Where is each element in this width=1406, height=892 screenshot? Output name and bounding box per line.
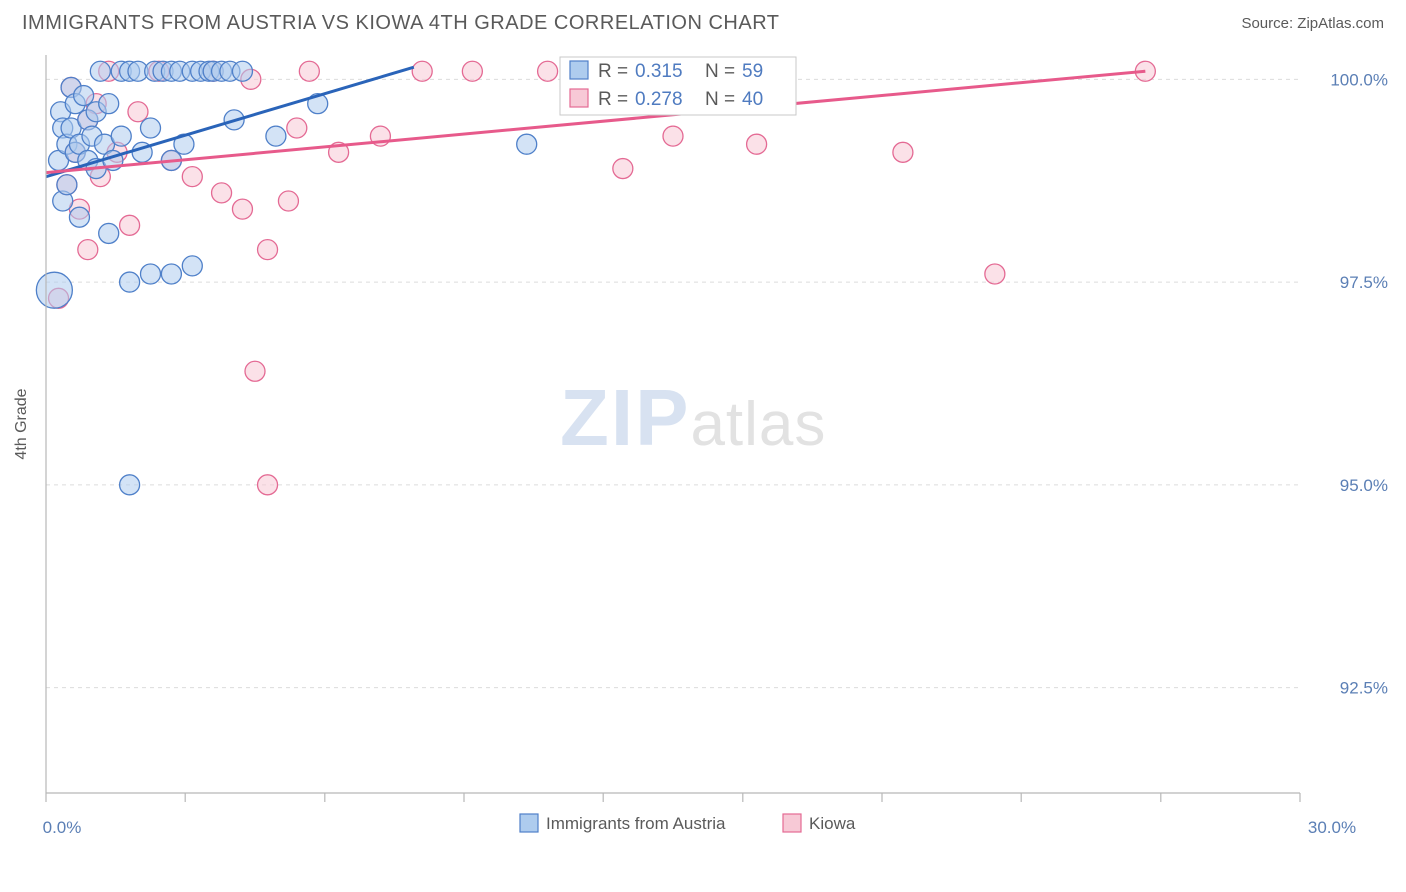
scatter-point: [747, 134, 767, 154]
scatter-point: [517, 134, 537, 154]
stats-n-label: N =: [705, 89, 735, 110]
legend-swatch: [520, 814, 538, 832]
stats-r-value: 0.315: [635, 61, 683, 82]
x-tick-label: 0.0%: [43, 818, 82, 837]
scatter-point: [663, 126, 683, 146]
scatter-point: [278, 191, 298, 211]
scatter-point: [287, 118, 307, 138]
y-tick-label: 92.5%: [1340, 679, 1388, 698]
chart-source: Source: ZipAtlas.com: [1241, 15, 1384, 32]
y-tick-label: 97.5%: [1340, 273, 1388, 292]
scatter-point: [258, 240, 278, 260]
scatter-point: [182, 256, 202, 276]
scatter-point: [538, 61, 558, 81]
scatter-point: [78, 240, 98, 260]
legend-label: Kiowa: [809, 814, 856, 833]
scatter-point: [128, 102, 148, 122]
scatter-point: [120, 272, 140, 292]
scatter-point: [299, 61, 319, 81]
trend-line: [46, 67, 414, 176]
legend-label: Immigrants from Austria: [546, 814, 726, 833]
scatter-point: [141, 264, 161, 284]
scatter-point: [99, 94, 119, 114]
scatter-point: [74, 86, 94, 106]
stats-r-label: R =: [598, 89, 628, 110]
legend-swatch: [570, 89, 588, 107]
scatter-point: [232, 61, 252, 81]
scatter-point: [99, 223, 119, 243]
scatter-point: [462, 61, 482, 81]
y-tick-label: 100.0%: [1330, 70, 1388, 89]
scatter-point: [161, 264, 181, 284]
scatter-point: [111, 126, 131, 146]
stats-r-value: 0.278: [635, 89, 683, 110]
scatter-point: [141, 118, 161, 138]
scatter-point: [232, 199, 252, 219]
stats-n-value: 40: [742, 89, 763, 110]
scatter-point: [120, 475, 140, 495]
scatter-point: [985, 264, 1005, 284]
stats-n-value: 59: [742, 61, 763, 82]
y-tick-label: 95.0%: [1340, 476, 1388, 495]
chart-area: 92.5% 95.0% 97.5% 100.0% ZIPatlas 0.0% 30.0% 4t…: [0, 45, 1406, 885]
scatter-point: [266, 126, 286, 146]
scatter-chart-svg: 92.5% 95.0% 97.5% 100.0% ZIPatlas 0.0% 30.0% 4t…: [0, 45, 1406, 885]
scatter-point: [245, 361, 265, 381]
chart-header: IMMIGRANTS FROM AUSTRIA VS KIOWA 4TH GRA…: [0, 0, 1406, 45]
scatter-point: [120, 215, 140, 235]
stats-r-label: R =: [598, 61, 628, 82]
chart-title: IMMIGRANTS FROM AUSTRIA VS KIOWA 4TH GRA…: [22, 12, 780, 35]
x-tick-label: 30.0%: [1308, 818, 1356, 837]
scatter-point: [893, 142, 913, 162]
scatter-point: [57, 175, 77, 195]
scatter-point: [258, 475, 278, 495]
y-axis-title: 4th Grade: [13, 388, 30, 459]
legend-swatch: [783, 814, 801, 832]
scatter-point: [90, 61, 110, 81]
scatter-point: [36, 272, 72, 308]
scatter-point: [412, 61, 432, 81]
legend-bottom: Immigrants from Austria Kiowa: [520, 814, 856, 833]
scatter-point: [69, 207, 89, 227]
legend-swatch: [570, 61, 588, 79]
watermark: ZIPatlas: [560, 373, 826, 462]
scatter-point: [182, 167, 202, 187]
scatter-point: [613, 159, 633, 179]
stats-n-label: N =: [705, 61, 735, 82]
scatter-point: [212, 183, 232, 203]
